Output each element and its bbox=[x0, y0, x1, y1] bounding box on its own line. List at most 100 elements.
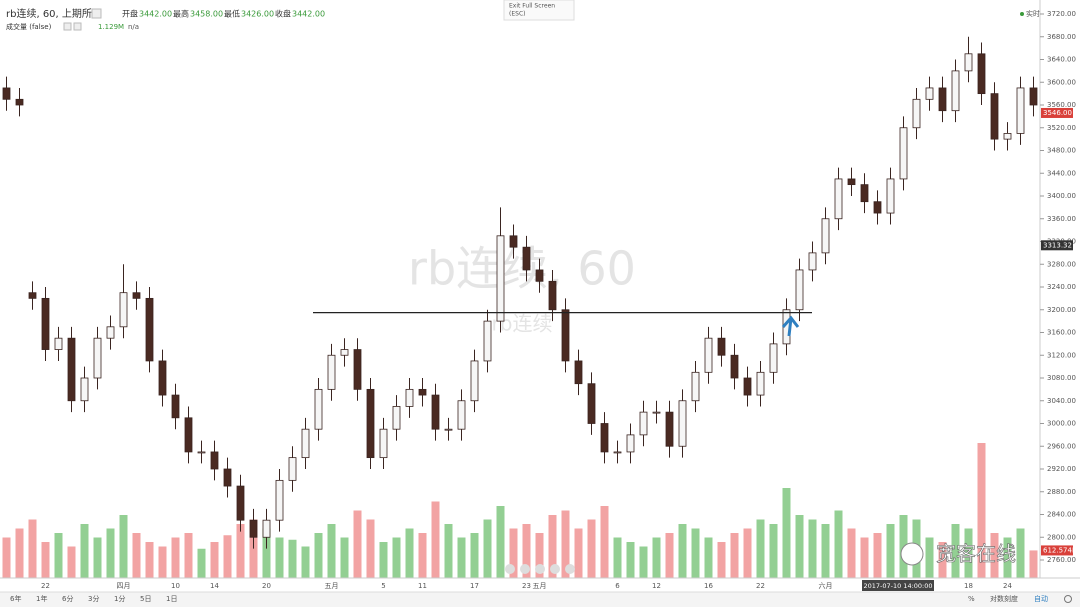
candle-body bbox=[41, 297, 50, 350]
volume-bar bbox=[886, 524, 895, 578]
volume-bar bbox=[600, 506, 609, 578]
toolbar-button[interactable]: 1分 bbox=[114, 594, 125, 603]
toolbar-items: 6年 1年 6分 3分 1分 5日 1日% 对数刻度 自动 bbox=[10, 594, 1048, 603]
toolbar-button[interactable]: 1日 bbox=[166, 595, 177, 603]
toolbar-button[interactable]: 6分 bbox=[62, 594, 73, 603]
volume-bar bbox=[184, 533, 193, 578]
volume-bar bbox=[548, 515, 557, 578]
volume-bar bbox=[119, 515, 128, 578]
toolbar-button[interactable]: 6年 bbox=[10, 594, 21, 603]
volume-bar bbox=[405, 528, 414, 578]
candle-body bbox=[470, 360, 479, 402]
volume-value: 1.129M bbox=[98, 23, 124, 31]
volume-bar bbox=[795, 515, 804, 578]
candle-body bbox=[353, 349, 362, 390]
x-tick-label: 20 bbox=[262, 582, 271, 590]
ohlc-value: 3442.00 bbox=[139, 10, 172, 19]
volume-bar bbox=[54, 533, 63, 578]
candle-body bbox=[2, 87, 11, 100]
candle-body bbox=[574, 360, 583, 385]
candle-body bbox=[171, 394, 180, 419]
time-tag bbox=[862, 580, 934, 591]
candle-body bbox=[951, 70, 960, 112]
volume-tag bbox=[1041, 545, 1073, 556]
candle-body bbox=[236, 485, 245, 521]
candle-body bbox=[223, 468, 232, 487]
candle-body bbox=[1003, 133, 1012, 140]
realtime[interactable]: 实时 bbox=[1026, 9, 1040, 18]
volume-bar bbox=[67, 546, 76, 578]
volume-bar bbox=[171, 537, 180, 578]
x-tick-label: 22 bbox=[756, 582, 765, 590]
y-tick-label: 3200.00 bbox=[1047, 306, 1076, 314]
icon[interactable] bbox=[73, 22, 82, 31]
nav-button[interactable] bbox=[535, 564, 545, 574]
volume-bar bbox=[769, 524, 778, 578]
volume-bar bbox=[353, 510, 362, 578]
candle-body bbox=[886, 178, 895, 214]
nav-button[interactable] bbox=[565, 564, 575, 574]
volume-bar bbox=[990, 533, 999, 578]
volume-bar bbox=[431, 501, 440, 578]
candle-body bbox=[847, 178, 856, 186]
volume-bar bbox=[834, 510, 843, 578]
candle-body bbox=[301, 428, 310, 459]
volume-bar bbox=[509, 528, 518, 578]
y-tick-label: 3000.00 bbox=[1047, 420, 1076, 428]
volume-bar bbox=[561, 510, 570, 578]
volume-bar bbox=[275, 537, 284, 578]
toolbar-button[interactable]: 5日 bbox=[140, 595, 151, 603]
volume-bar bbox=[470, 533, 479, 578]
x-tick-label: 五月 bbox=[533, 582, 547, 590]
x-tick-label: 四月 bbox=[117, 582, 131, 590]
volume-bar bbox=[444, 524, 453, 578]
crosshair-price-tag-label: 3313.32 bbox=[1043, 241, 1072, 249]
y-tick-label: 3440.00 bbox=[1047, 169, 1076, 177]
toolbar-button[interactable]: 1年 bbox=[36, 594, 47, 603]
x-tick-label: 10 bbox=[171, 582, 180, 590]
volume-bar bbox=[457, 537, 466, 578]
toolbar-button[interactable]: 自动 bbox=[1034, 594, 1048, 603]
volume-bar bbox=[1003, 537, 1012, 578]
ohlc-label: 最高 bbox=[173, 9, 189, 19]
y-tick-label: 3480.00 bbox=[1047, 147, 1076, 155]
nav-button[interactable] bbox=[505, 564, 515, 574]
volume-bar bbox=[327, 524, 336, 578]
volume-bar bbox=[496, 506, 505, 578]
ohlc-label: 最低 bbox=[224, 9, 240, 19]
candle-body bbox=[158, 360, 167, 396]
candle-body bbox=[145, 297, 154, 362]
candle-body bbox=[106, 326, 115, 339]
nav-button[interactable] bbox=[520, 564, 530, 574]
settings-icon[interactable] bbox=[1064, 595, 1072, 603]
candle-body bbox=[925, 87, 934, 100]
candle-body bbox=[600, 423, 609, 453]
time-tag-label: 2017-07-10 14:00:00 bbox=[863, 582, 932, 590]
candle-body bbox=[15, 98, 24, 106]
candle-body bbox=[587, 383, 596, 424]
volume-bar bbox=[262, 528, 271, 578]
icon[interactable] bbox=[91, 8, 102, 19]
volume-bar bbox=[964, 528, 973, 578]
symbol: rb连续, 60, 上期所 bbox=[6, 7, 92, 20]
toolbar-button[interactable]: 3分 bbox=[88, 594, 99, 603]
icon[interactable] bbox=[63, 22, 72, 31]
tooltip[interactable] bbox=[503, 0, 575, 21]
candle-body bbox=[379, 428, 388, 459]
y-axis-panel bbox=[1040, 0, 1080, 578]
ohlc-label: 收盘 bbox=[275, 9, 291, 19]
toolbar-button[interactable]: % bbox=[968, 595, 975, 603]
volume-bar bbox=[613, 537, 622, 578]
nav-button[interactable] bbox=[550, 564, 560, 574]
volume-bar bbox=[132, 533, 141, 578]
y-tick-label: 3600.00 bbox=[1047, 78, 1076, 86]
y-tick-label: 3160.00 bbox=[1047, 329, 1076, 337]
candle-body bbox=[938, 87, 947, 112]
y-tick-label: 3240.00 bbox=[1047, 283, 1076, 291]
volume-bar bbox=[678, 524, 687, 578]
toolbar-button[interactable]: 对数刻度 bbox=[990, 594, 1018, 603]
x-tick-label: 6 bbox=[615, 582, 620, 590]
y-tick-label: 2920.00 bbox=[1047, 465, 1076, 473]
candle-body bbox=[795, 269, 804, 311]
candle-body bbox=[1029, 87, 1038, 106]
